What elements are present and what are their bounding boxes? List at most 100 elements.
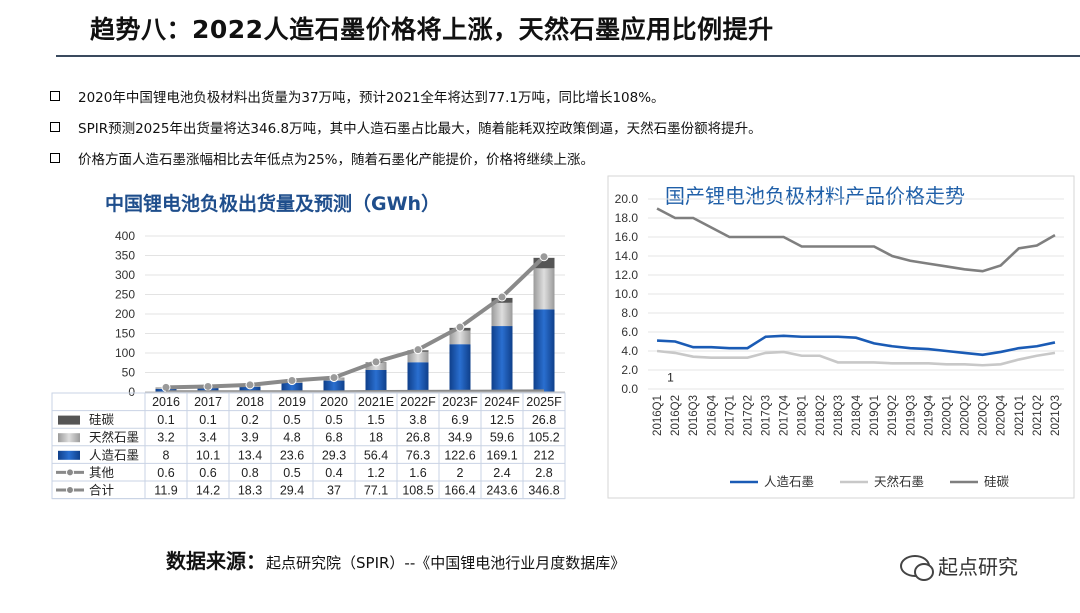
table-cell-value: 6.8 — [325, 431, 342, 445]
y-tick-label: 300 — [115, 268, 135, 282]
x-category-label: 2017Q3 — [761, 395, 773, 436]
wechat-logo-icon — [900, 554, 934, 581]
legend-key-天然石墨 — [58, 433, 80, 443]
table-cell-value: 0.4 — [325, 466, 342, 480]
x-category-label: 2018Q1 — [797, 395, 809, 436]
title-divider — [56, 55, 1080, 57]
table-cell-value: 3.2 — [157, 431, 174, 445]
table-cell-value: 37 — [327, 484, 341, 498]
table-row-label: 天然石墨 — [89, 430, 139, 445]
table-cell-value: 243.6 — [486, 484, 517, 498]
x-category-label: 2020Q4 — [996, 394, 1008, 436]
table-cell-value: 0.6 — [157, 466, 174, 480]
square-bullet-icon — [50, 90, 60, 101]
y-tick-label: 16.0 — [615, 230, 639, 244]
bar-segment-天然石墨 — [449, 330, 471, 345]
table-cell-value: 8 — [163, 448, 170, 462]
table-cell-value: 34.9 — [448, 431, 472, 445]
x-category-label: 2016Q2 — [670, 395, 682, 436]
table-cell-value: 166.4 — [444, 484, 475, 498]
bullet-text: 价格方面人造石墨涨幅相比去年低点为25%，随着石墨化产能提价，价格将继续上涨。 — [78, 151, 595, 168]
bar-segment-人造石墨 — [533, 309, 555, 392]
bar-segment-天然石墨 — [407, 351, 429, 363]
bar-segment-人造石墨 — [407, 362, 429, 392]
brand-name: 起点研究 — [938, 555, 1018, 579]
source-note: 数据来源：起点研究院（SPIR）--《中国锂电池行业月度数据库》 — [166, 545, 625, 574]
bullet-text: 2020年中国锂电池负极材料出货量为37万吨，预计2021全年将达到77.1万吨… — [78, 89, 665, 106]
table-cell-value: 0.5 — [325, 413, 342, 427]
y-tick-label: 250 — [115, 288, 135, 302]
x-category-label: 2018Q2 — [815, 395, 827, 436]
bullet-item: 价格方面人造石墨涨幅相比去年低点为25%，随着石墨化产能提价，价格将继续上涨。 — [50, 142, 762, 173]
table-cell-value: 0.8 — [241, 466, 258, 480]
legend-key-marker — [66, 486, 74, 494]
table-cell-value: 6.9 — [451, 413, 468, 427]
legend-label: 人造石墨 — [764, 475, 814, 489]
total-point — [203, 381, 213, 391]
table-cell-value: 122.6 — [444, 448, 475, 462]
table-cell-value: 26.8 — [532, 413, 556, 427]
table-cell-value: 1.6 — [409, 466, 426, 480]
bar-segment-天然石墨 — [491, 302, 513, 327]
x-category-label: 2019Q1 — [869, 395, 881, 436]
table-cell-value: 105.2 — [528, 431, 559, 445]
total-point — [287, 376, 297, 386]
table-cell-value: 18 — [369, 431, 383, 445]
x-category-label: 2019Q2 — [887, 395, 899, 436]
table-cell-value: 10.1 — [196, 448, 220, 462]
bar-segment-人造石墨 — [323, 380, 345, 392]
table-cell-value: 3.4 — [199, 431, 216, 445]
y-tick-label: 6.0 — [621, 325, 638, 339]
table-cell-value: 4.8 — [283, 431, 300, 445]
x-category-label: 2016Q1 — [652, 395, 664, 436]
table-cell-value: 56.4 — [364, 448, 388, 462]
line-chart-frame — [607, 175, 1075, 499]
table-cell-value: 2.4 — [493, 466, 510, 480]
x-category-label: 2019Q3 — [905, 395, 917, 436]
bar-segment-人造石墨 — [239, 386, 261, 392]
y-tick-label: 18.0 — [615, 211, 639, 225]
x-category-label: 2021Q2 — [1032, 395, 1044, 436]
x-category-label: 2025F — [526, 395, 562, 409]
table-row-label: 人造石墨 — [89, 448, 139, 462]
price-line-硅碳 — [656, 207, 1056, 273]
line-chart-title: 国产锂电池负极材料产品价格走势 — [665, 184, 965, 208]
bar-segment-天然石墨 — [533, 268, 555, 310]
annotation-label: 1 — [667, 370, 674, 384]
source-text: 起点研究院（SPIR）--《中国锂电池行业月度数据库》 — [266, 554, 626, 572]
legend-key-硅碳 — [58, 415, 80, 425]
table-cell-value: 1.5 — [367, 413, 384, 427]
table-cell-value: 29.4 — [280, 484, 304, 498]
total-point — [539, 252, 549, 262]
table-row-label: 其他 — [89, 466, 115, 480]
x-category-label: 2019Q4 — [923, 394, 935, 436]
table-cell-value: 29.3 — [322, 448, 346, 462]
total-point — [161, 382, 171, 392]
table-cell-value: 346.8 — [528, 484, 559, 498]
table-row-label: 合计 — [89, 483, 114, 498]
bar-segment-硅碳 — [533, 257, 555, 269]
total-point — [245, 380, 255, 390]
source-label: 数据来源： — [166, 549, 266, 573]
total-point — [497, 292, 507, 302]
slide-title: 趋势八：2022人造石墨价格将上涨，天然石墨应用比例提升 — [90, 15, 774, 44]
x-category-label: 2016Q4 — [706, 394, 718, 436]
y-tick-label: 4.0 — [621, 344, 638, 358]
table-cell-value: 59.6 — [490, 431, 514, 445]
legend-key-marker — [66, 468, 74, 477]
legend-key-人造石墨 — [58, 450, 80, 460]
table-cell-value: 77.1 — [364, 484, 388, 498]
y-tick-label: 10.0 — [615, 287, 639, 301]
x-category-label: 2021E — [358, 395, 394, 409]
bar-chart-title: 中国锂电池负极出货量及预测（GWh） — [105, 193, 441, 215]
bar-segment-人造石墨 — [491, 326, 513, 392]
table-cell-value: 0.5 — [283, 413, 300, 427]
table-cell-value: 108.5 — [402, 484, 433, 498]
y-tick-label: 12.0 — [615, 268, 639, 282]
x-category-label: 2017Q1 — [724, 395, 736, 436]
price-line-天然石墨 — [656, 349, 1056, 367]
bar-segment-人造石墨 — [365, 370, 387, 392]
total-point — [455, 322, 465, 332]
y-tick-label: 2.0 — [621, 363, 638, 377]
